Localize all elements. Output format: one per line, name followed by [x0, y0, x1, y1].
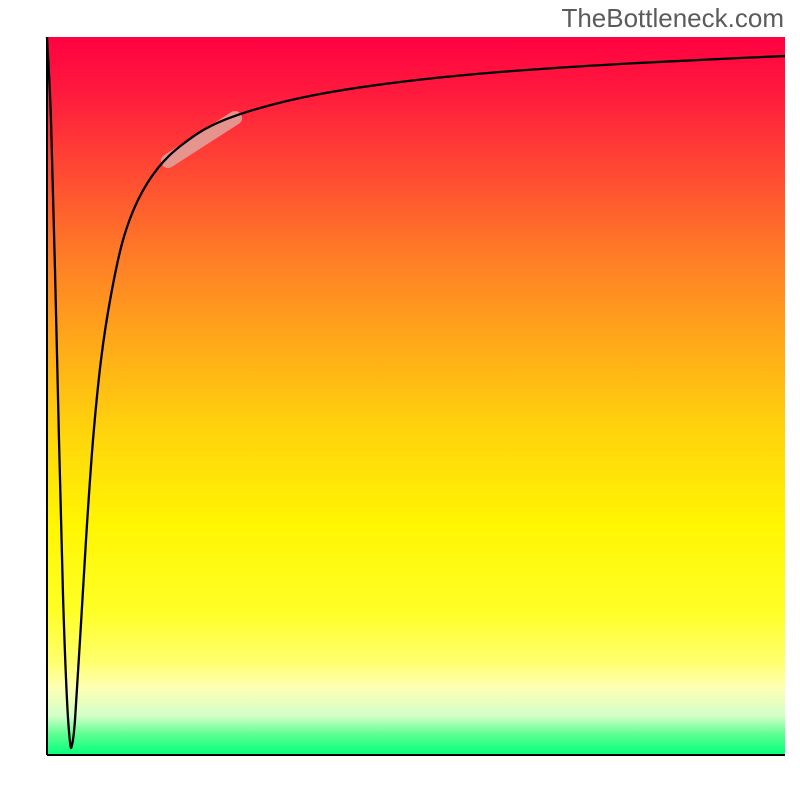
- plot-area: [47, 37, 785, 755]
- bottleneck-chart: TheBottleneck.com: [0, 0, 800, 800]
- chart-canvas: TheBottleneck.com: [0, 0, 800, 800]
- watermark-text: TheBottleneck.com: [561, 3, 784, 33]
